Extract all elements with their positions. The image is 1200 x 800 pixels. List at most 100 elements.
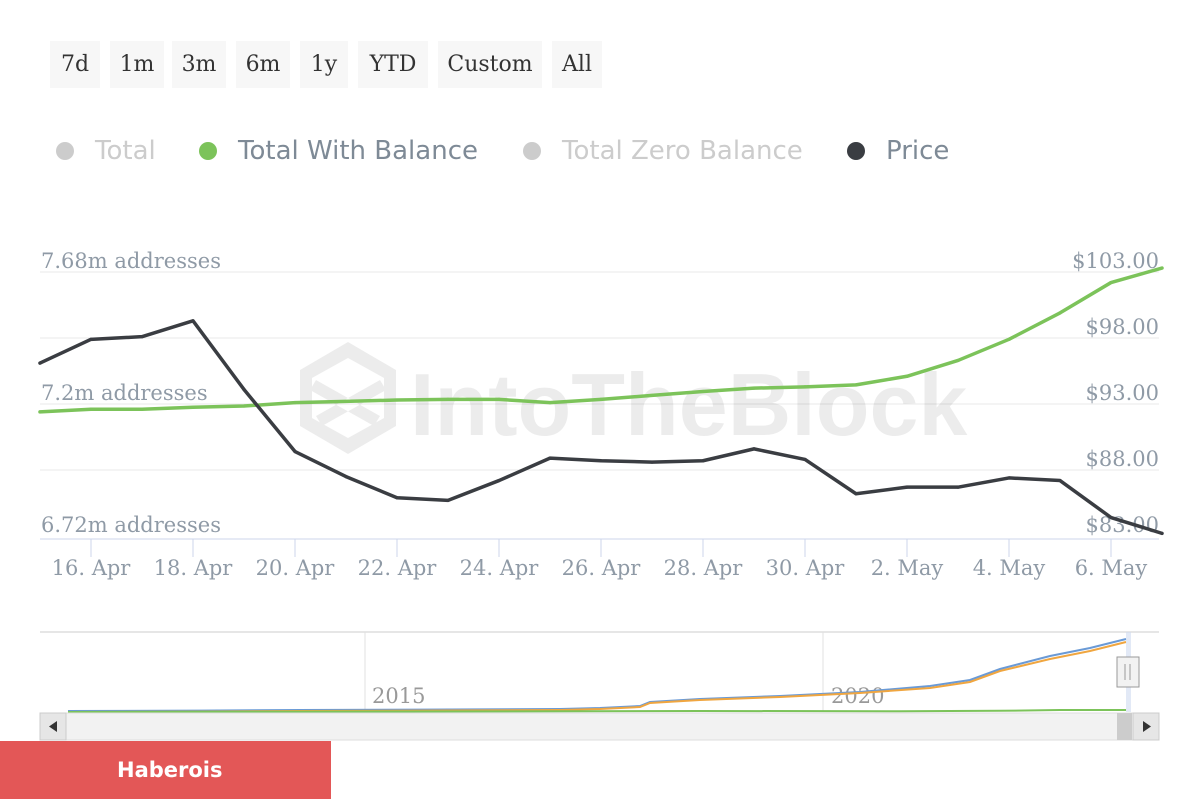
data-point-price bbox=[140, 335, 144, 339]
legend-label-total-zero-balance: Total Zero Balance bbox=[562, 136, 803, 166]
data-point-price bbox=[905, 485, 909, 489]
data-point-total-with-balance bbox=[1160, 266, 1164, 270]
x-tick-label: 22. Apr bbox=[358, 556, 438, 580]
y-right-tick-label: $103.00 bbox=[1072, 249, 1159, 273]
x-tick-label: 20. Apr bbox=[256, 556, 336, 580]
y-left-tick-label: 7.68m addresses bbox=[41, 249, 221, 273]
x-tick-label: 4. May bbox=[973, 556, 1046, 580]
y-right-tick-label: $88.00 bbox=[1086, 447, 1159, 471]
data-point-total-with-balance bbox=[1058, 311, 1062, 315]
series-layer bbox=[38, 266, 1164, 536]
data-point-price bbox=[242, 387, 246, 392]
range-button-custom[interactable]: Custom bbox=[438, 41, 542, 88]
x-tick-label: 18. Apr bbox=[154, 556, 234, 580]
data-point-price bbox=[497, 478, 501, 483]
data-point-total-with-balance bbox=[89, 407, 93, 411]
data-point-price bbox=[1160, 531, 1164, 535]
data-point-total-with-balance bbox=[38, 410, 42, 414]
data-point-price bbox=[752, 447, 756, 451]
scrollbar-left-arrow[interactable] bbox=[39, 712, 67, 741]
x-tick-label: 16. Apr bbox=[52, 556, 132, 580]
legend-dot-price bbox=[847, 142, 865, 160]
range-button-all[interactable]: All bbox=[552, 41, 602, 88]
y-left-tick-label: 7.2m addresses bbox=[41, 381, 208, 405]
data-point-price bbox=[293, 449, 297, 454]
y-right-tick-label: $98.00 bbox=[1086, 315, 1159, 339]
chart-legend: Total Total With Balance Total Zero Bala… bbox=[0, 128, 1200, 174]
range-button-6m[interactable]: 6m bbox=[236, 41, 290, 88]
scrollbar-right-arrow[interactable] bbox=[1132, 712, 1160, 741]
x-tick-label: 28. Apr bbox=[664, 556, 744, 580]
line-chart: IntoTheBlock 7.68m addresses 7.2m addres… bbox=[38, 249, 1164, 580]
range-button-3m[interactable]: 3m bbox=[172, 41, 226, 88]
data-point-total-with-balance bbox=[191, 405, 195, 409]
data-point-price bbox=[446, 498, 450, 502]
legend-label-total: Total bbox=[95, 136, 156, 166]
navigator-tick-label: 2015 bbox=[372, 684, 425, 708]
legend-dot-total bbox=[56, 142, 74, 160]
data-point-total-with-balance bbox=[650, 393, 654, 398]
data-point-total-with-balance bbox=[1007, 337, 1011, 341]
range-button-7d[interactable]: 7d bbox=[50, 41, 100, 88]
data-point-total-with-balance bbox=[242, 404, 246, 408]
data-point-total-with-balance bbox=[752, 386, 756, 390]
x-tick-label: 30. Apr bbox=[766, 556, 846, 580]
x-tick-label: 24. Apr bbox=[460, 556, 540, 580]
navigator-series-blue bbox=[67, 638, 1127, 712]
navigator-series-orange bbox=[67, 641, 1127, 713]
data-point-total-with-balance bbox=[395, 398, 399, 402]
scrollbar-track[interactable] bbox=[39, 712, 1160, 741]
y-left-tick-label: 6.72m addresses bbox=[41, 513, 221, 537]
data-point-total-with-balance bbox=[905, 374, 909, 378]
data-point-price bbox=[599, 459, 603, 463]
data-point-total-with-balance bbox=[956, 358, 960, 363]
range-button-1y[interactable]: 1y bbox=[300, 41, 348, 88]
data-point-price bbox=[956, 485, 960, 489]
data-point-total-with-balance bbox=[1109, 280, 1113, 285]
navigator: 2015 2020 bbox=[39, 631, 1160, 741]
x-tick-label: 26. Apr bbox=[562, 556, 642, 580]
data-point-total-with-balance bbox=[803, 385, 807, 389]
data-point-price bbox=[395, 496, 399, 500]
data-point-price bbox=[650, 460, 654, 464]
scrollbar-thumb[interactable] bbox=[1117, 713, 1132, 740]
watermark-logo bbox=[300, 342, 396, 454]
data-point-total-with-balance bbox=[548, 401, 552, 405]
data-point-total-with-balance bbox=[140, 407, 144, 411]
data-point-price bbox=[701, 459, 705, 463]
data-point-price bbox=[344, 475, 348, 479]
y-right-tick-label: $93.00 bbox=[1086, 381, 1159, 405]
navigator-tick-label: 2020 bbox=[831, 684, 884, 708]
data-point-price bbox=[854, 492, 858, 496]
y-right-tick-label: $83.00 bbox=[1086, 513, 1159, 537]
range-button-1m[interactable]: 1m bbox=[110, 41, 164, 88]
navigator-series-green bbox=[67, 709, 1126, 713]
data-point-price bbox=[191, 319, 195, 323]
data-point-total-with-balance bbox=[293, 401, 297, 405]
x-tick-label: 2. May bbox=[871, 556, 944, 580]
data-point-total-with-balance bbox=[344, 399, 348, 403]
data-point-total-with-balance bbox=[497, 397, 501, 401]
data-point-price bbox=[1109, 515, 1113, 520]
range-button-ytd[interactable]: YTD bbox=[358, 41, 428, 88]
grid-lines bbox=[40, 271, 1159, 471]
legend-item-total-zero-balance[interactable]: Total Zero Balance bbox=[523, 128, 803, 174]
legend-dot-total-with-balance bbox=[199, 142, 217, 160]
data-point-price bbox=[1058, 478, 1062, 483]
data-point-price bbox=[38, 361, 42, 365]
data-point-price bbox=[548, 456, 552, 460]
data-point-total-with-balance bbox=[854, 383, 858, 387]
legend-dot-total-zero-balance bbox=[523, 142, 541, 160]
data-point-total-with-balance bbox=[701, 389, 705, 394]
data-point-total-with-balance bbox=[446, 397, 450, 401]
navigator-handle[interactable] bbox=[1116, 656, 1140, 688]
bottom-label: Haberois bbox=[0, 741, 331, 799]
data-point-price bbox=[1007, 476, 1011, 480]
legend-item-total[interactable]: Total bbox=[56, 128, 156, 174]
data-point-total-with-balance bbox=[599, 397, 603, 401]
legend-label-total-with-balance: Total With Balance bbox=[238, 136, 478, 166]
data-point-price bbox=[89, 337, 93, 341]
legend-item-total-with-balance[interactable]: Total With Balance bbox=[199, 128, 478, 174]
legend-item-price[interactable]: Price bbox=[847, 128, 949, 174]
x-tick-label: 6. May bbox=[1075, 556, 1148, 580]
